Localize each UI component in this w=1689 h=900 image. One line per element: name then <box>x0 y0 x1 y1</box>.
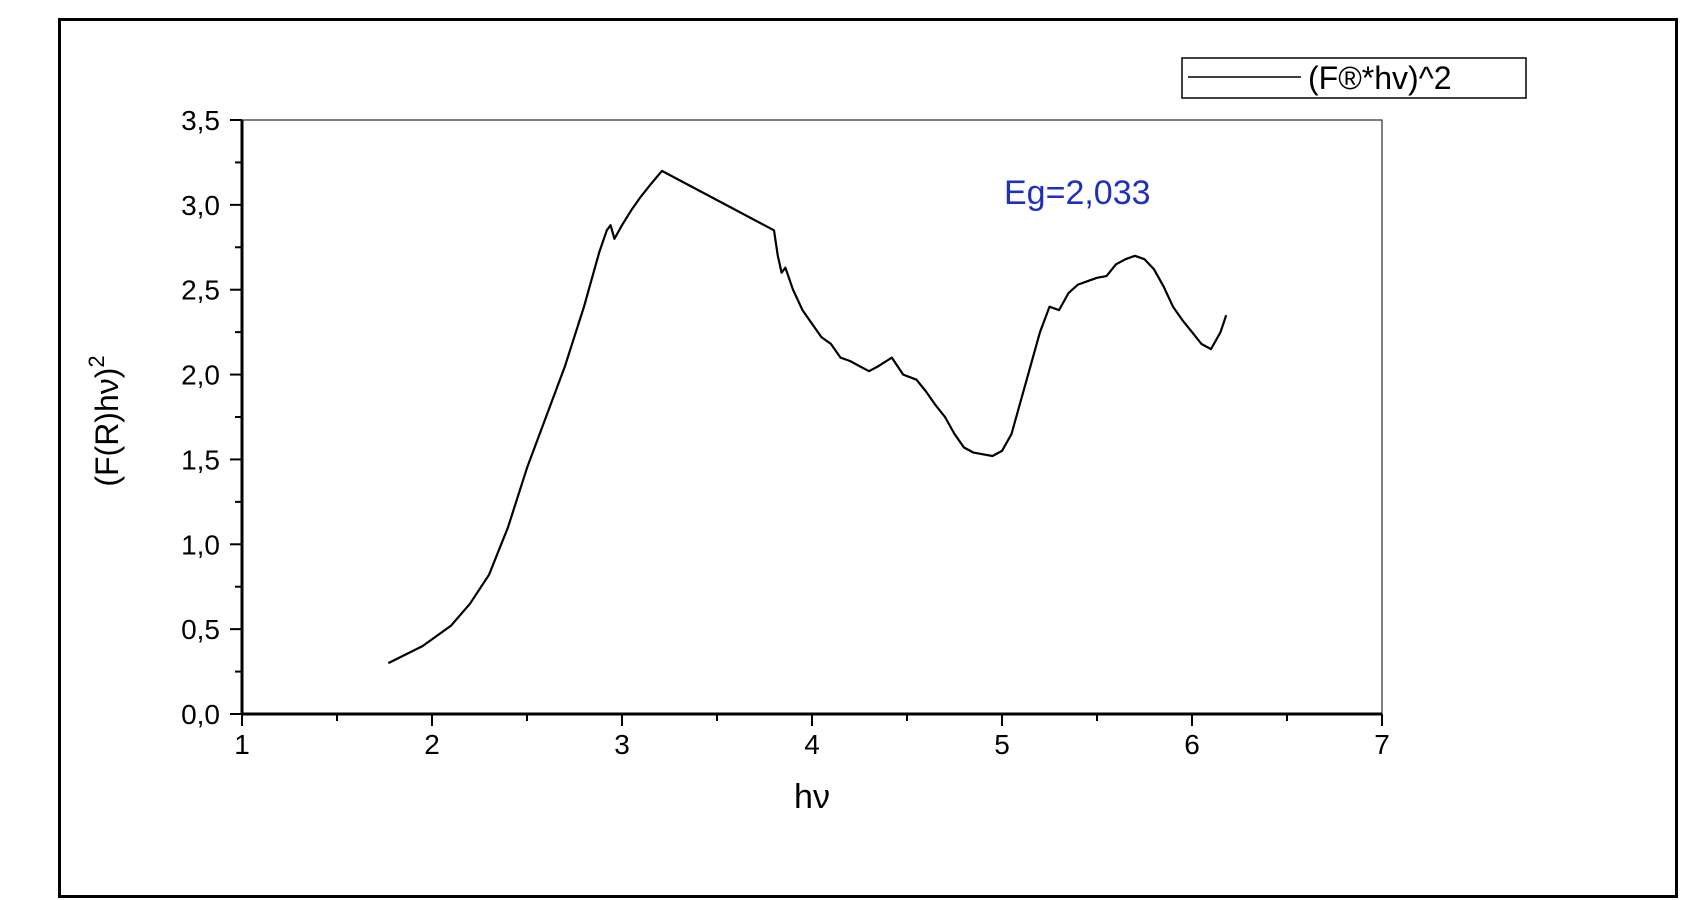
y-axis-label-superscript: 2 <box>84 355 109 367</box>
y-tick-label: 1,0 <box>181 529 220 560</box>
x-tick-label: 1 <box>234 729 250 760</box>
x-tick-label: 3 <box>614 729 630 760</box>
y-axis-label: (F(R)hν)2 <box>84 355 125 486</box>
y-tick-labels: 0,0 0,5 1,0 1,5 2,0 2,5 3,0 3,5 <box>181 105 220 730</box>
y-tick-label: 2,0 <box>181 360 220 391</box>
legend-box <box>1181 57 1527 99</box>
series-layer <box>387 169 1228 665</box>
x-tick-label: 7 <box>1374 729 1390 760</box>
y-tick-label: 1,5 <box>181 444 220 475</box>
y-tick-label: 2,5 <box>181 275 220 306</box>
x-tick-label: 4 <box>804 729 820 760</box>
line-chart: 1 2 3 4 5 6 7 0,0 0,5 1,0 1,5 2,0 2,5 3,0 3,5 hν (F(R… <box>84 57 1527 816</box>
y-tick-label: 0,0 <box>181 699 220 730</box>
y-tick-label: 3,5 <box>181 105 220 136</box>
x-tick-labels: 1 2 3 4 5 6 7 <box>234 729 1390 760</box>
chart-frame: 1 2 3 4 5 6 7 0,0 0,5 1,0 1,5 2,0 2,5 3,0 3,5 hν (F(R… <box>58 18 1678 898</box>
y-axis-label-main: (F(R)hν) <box>89 368 125 487</box>
x-tick-label: 2 <box>424 729 440 760</box>
plot-area <box>241 119 1383 715</box>
legend-label: (F®*hv)^2 <box>1308 60 1452 96</box>
x-axis-label: hν <box>794 778 830 816</box>
bandgap-annotation: Eg=2,033 <box>1004 174 1151 212</box>
x-tick-label: 5 <box>994 729 1010 760</box>
y-tick-label: 3,0 <box>181 190 220 221</box>
y-tick-label: 0,5 <box>181 614 220 645</box>
series-line <box>387 169 1228 665</box>
x-tick-label: 6 <box>1184 729 1200 760</box>
axis-ticks <box>230 119 1383 726</box>
legend: (F®*hv)^2 <box>1181 57 1527 99</box>
